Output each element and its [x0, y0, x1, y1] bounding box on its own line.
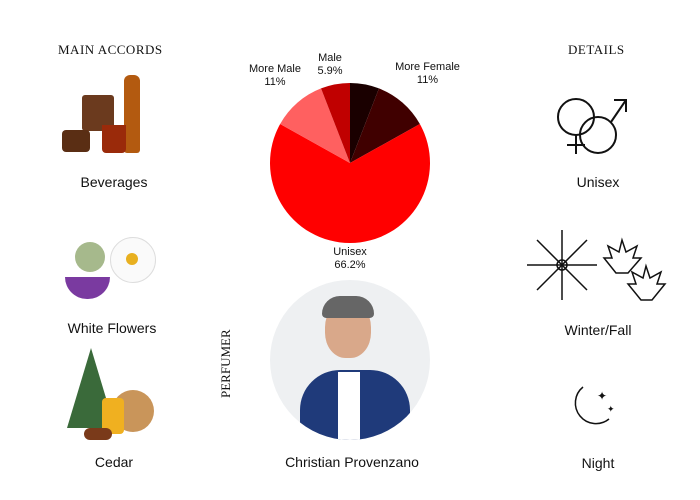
- moon-stars-icon: ✦✦: [574, 386, 615, 425]
- perfumer-title: PERFUMER: [218, 329, 233, 398]
- svg-text:✦: ✦: [597, 389, 607, 403]
- details-title: DETAILS: [568, 42, 625, 57]
- gender-symbols-icon: [557, 98, 627, 154]
- pie-slice-unlabeled: [350, 83, 379, 163]
- label-male: Male 5.9%: [317, 52, 343, 77]
- pie-slice-more-male: [280, 88, 350, 163]
- main-accords-title: MAIN ACCORDS: [58, 42, 163, 57]
- detail-unisex: Unisex: [576, 174, 620, 190]
- beverages-image: [62, 75, 152, 160]
- svg-text:✦: ✦: [607, 404, 615, 414]
- gender-pie-chart: [270, 83, 430, 244]
- pie-slice-more-female: [350, 88, 420, 163]
- cedar-image: [62, 348, 157, 443]
- perfumer-name: Christian Provenzano: [285, 454, 419, 470]
- label-more-female: More Female 11%: [395, 61, 460, 86]
- accord-beverages: Beverages: [80, 174, 148, 190]
- white-flowers-image: [60, 222, 160, 302]
- pie-slice-male: [321, 83, 350, 163]
- accord-cedar: Cedar: [94, 454, 134, 470]
- accord-white-flowers: White Flowers: [67, 320, 157, 336]
- detail-night: Night: [581, 455, 615, 471]
- label-unisex: Unisex 66.2%: [333, 246, 367, 271]
- pie-slice-unisex: [270, 124, 430, 244]
- label-more-male: More Male 11%: [249, 63, 301, 88]
- detail-winter-fall: Winter/Fall: [564, 322, 632, 338]
- snowflake-maple-leaf-icon: [527, 230, 667, 301]
- perfumer-photo: [270, 280, 430, 440]
